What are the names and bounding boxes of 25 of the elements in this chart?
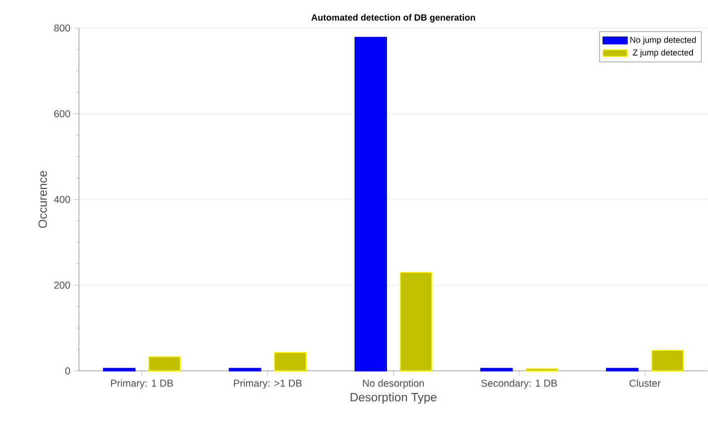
x-tick-label: Cluster: [630, 379, 661, 387]
bar: [480, 368, 513, 372]
bar: [274, 352, 306, 372]
bar: [354, 36, 387, 372]
y-tick-label: 800: [54, 24, 70, 32]
x-tick-label: Primary: 1 DB: [111, 379, 173, 389]
x-tick-label: Secondary: 1 DB: [481, 379, 557, 389]
y-tick-label: 200: [54, 282, 70, 289]
y-tick-label: 600: [54, 110, 70, 118]
bar: [103, 368, 136, 372]
bar: [400, 272, 432, 372]
bar: [148, 356, 181, 372]
y-axis-title: Occurence: [38, 171, 47, 228]
x-axis-title: Desorption Type: [350, 392, 437, 404]
y-tick-label: 0: [65, 367, 70, 374]
chart-title: Automated detection of DB generation: [311, 14, 476, 23]
bar: [651, 350, 684, 372]
bar: [606, 368, 638, 372]
bar: [228, 368, 262, 372]
x-tick-label: No desorption: [363, 379, 424, 389]
x-tick-label: Primary: >1 DB: [234, 379, 302, 389]
legend-label: No jump detected: [630, 36, 696, 45]
y-tick-label: 400: [54, 196, 70, 204]
legend-label: Z jump detected: [632, 49, 693, 58]
bar: [526, 368, 558, 372]
